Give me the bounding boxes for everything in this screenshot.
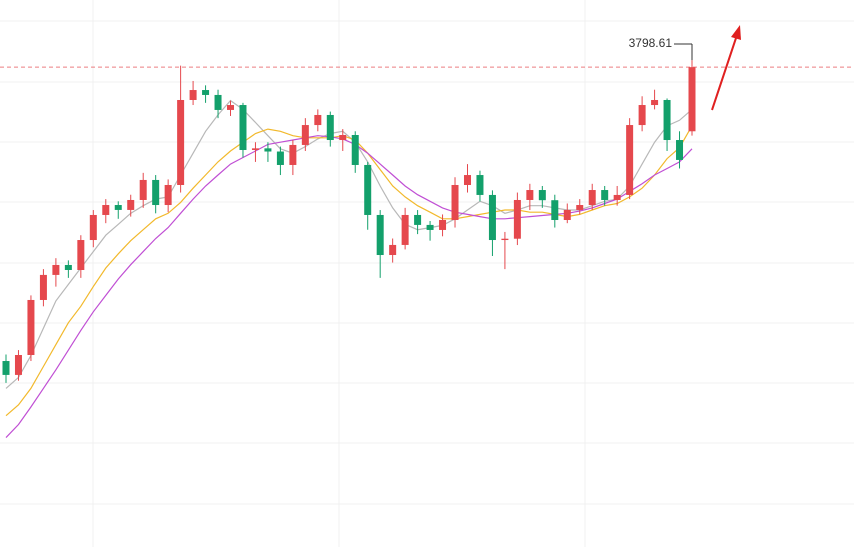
candle-body [538, 190, 546, 201]
ma-line [5, 99, 693, 389]
candle-body [663, 99, 671, 141]
candle-body [127, 199, 135, 210]
candle-body [651, 99, 659, 106]
trend-arrow [711, 37, 737, 111]
candle-body [289, 144, 297, 165]
last-price-label: 3798.61 [629, 36, 673, 50]
candle-body [426, 224, 434, 230]
candle-body [64, 264, 72, 270]
candle-body [576, 205, 584, 210]
candle-body [401, 214, 409, 245]
candle-body [251, 148, 259, 150]
candle-body [89, 214, 97, 241]
candle-body [463, 175, 471, 185]
candle-body [239, 105, 247, 150]
candle-body [613, 194, 621, 200]
candle-body [588, 190, 596, 206]
candle-body [139, 179, 147, 200]
candle-body [376, 214, 384, 256]
candle-body [164, 184, 172, 206]
candle-body [551, 200, 559, 221]
candle-body [14, 355, 22, 375]
candle-body [439, 220, 447, 230]
candle-body [2, 361, 10, 375]
candle-body [214, 94, 222, 110]
candle-body [526, 190, 534, 200]
candle-body [364, 164, 372, 215]
candle-body [102, 205, 110, 215]
candle-body [314, 114, 322, 126]
candle-body [264, 148, 272, 152]
candle-body [688, 67, 696, 132]
candle-body [202, 90, 210, 95]
candle-body [39, 274, 47, 300]
candle-body [501, 238, 509, 241]
candle-body [476, 175, 484, 195]
candle-body [513, 199, 521, 239]
candle-body [351, 134, 359, 165]
trend-arrow-head [731, 25, 741, 40]
candle-body [414, 214, 422, 225]
candle-body [27, 299, 35, 356]
candle-body [301, 125, 309, 145]
candle-body [389, 244, 397, 256]
plot-area: 3798.61 [0, 36, 854, 439]
candle-body [676, 140, 684, 160]
candle-body [114, 205, 122, 210]
candle-body [488, 194, 496, 241]
candle-body [339, 134, 347, 141]
candle-body [52, 264, 60, 275]
candle-body [189, 90, 197, 100]
candle-body [601, 190, 609, 200]
candle-body [638, 105, 646, 126]
ma-line [5, 135, 693, 439]
candle-body [77, 240, 85, 270]
candle-body [326, 114, 334, 141]
candle-body [177, 99, 185, 185]
candle-body [563, 209, 571, 221]
candle-body [227, 105, 235, 110]
ma-line [5, 125, 693, 417]
candle-body [451, 184, 459, 221]
candle-body [276, 151, 284, 165]
candle-body [626, 125, 634, 195]
candle-body [152, 179, 160, 206]
